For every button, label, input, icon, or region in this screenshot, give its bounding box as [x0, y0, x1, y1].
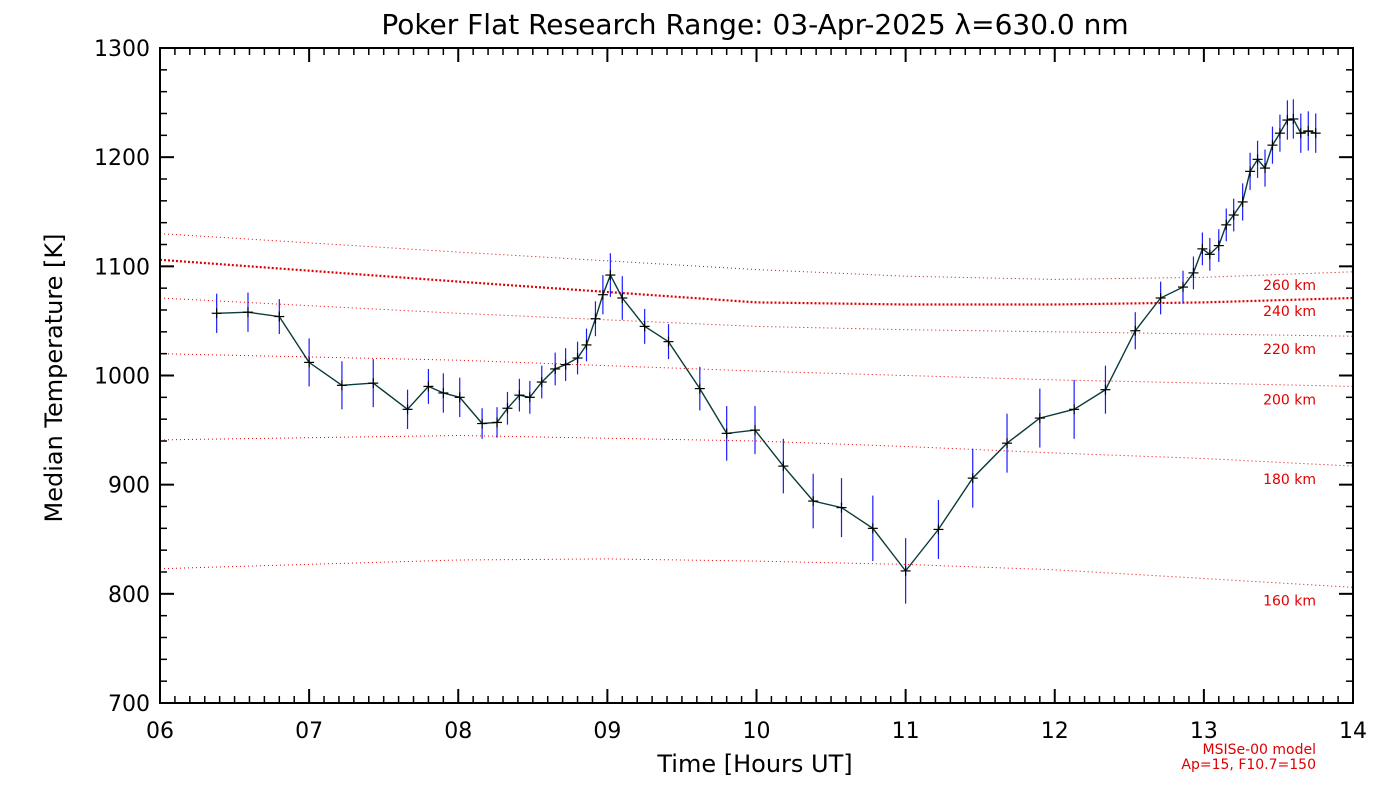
- model-curve-160-km: [159, 558, 1354, 588]
- data-point: [572, 353, 583, 364]
- data-point: [1100, 384, 1111, 395]
- data-point: [1282, 115, 1293, 126]
- data-point: [211, 308, 222, 319]
- data-point: [1069, 404, 1080, 415]
- data-point: [1295, 128, 1306, 139]
- data-point: [1221, 219, 1232, 230]
- data-point: [605, 270, 616, 281]
- model-note-line-2: Ap=15, F10.7=150: [1181, 757, 1316, 773]
- data-point: [242, 307, 253, 318]
- data-point: [524, 392, 535, 403]
- model-label-220-km: 220 km: [1263, 342, 1316, 358]
- data-line: [216, 118, 1316, 573]
- data-point: [967, 473, 978, 484]
- data-point: [274, 311, 285, 322]
- data-point: [1260, 163, 1271, 174]
- data-point: [550, 363, 561, 374]
- data-point: [900, 565, 911, 576]
- data-point: [438, 387, 449, 398]
- data-point: [477, 418, 488, 429]
- data-point: [597, 289, 608, 300]
- data-point: [663, 336, 674, 347]
- data-point: [867, 523, 878, 534]
- data-point: [536, 377, 547, 388]
- model-label-200-km: 200 km: [1263, 392, 1316, 408]
- y-tick-label: 1300: [94, 37, 150, 62]
- data-point: [750, 425, 761, 436]
- model-label-260-km: 260 km: [1263, 278, 1316, 294]
- data-point: [514, 390, 525, 401]
- data-point: [1213, 240, 1224, 251]
- data-point: [1288, 113, 1299, 124]
- data-point: [1204, 249, 1215, 260]
- model-label-180-km: 180 km: [1263, 472, 1316, 488]
- data-point: [1197, 243, 1208, 254]
- data-point: [1177, 282, 1188, 293]
- x-tick-label: 10: [743, 719, 771, 744]
- x-tick-label: 07: [295, 719, 323, 744]
- data-point: [1303, 125, 1314, 136]
- data-point: [694, 383, 705, 394]
- chart-title: Poker Flat Research Range: 03-Apr-2025 λ…: [381, 8, 1128, 41]
- data-point: [1237, 196, 1248, 207]
- x-tick-label: 12: [1041, 719, 1069, 744]
- data-point: [560, 359, 571, 370]
- x-tick-label: 08: [444, 719, 472, 744]
- data-point: [368, 378, 379, 389]
- data-point: [1002, 438, 1013, 449]
- data-point: [778, 461, 789, 472]
- y-axis-label: Median Temperature [K]: [40, 233, 68, 522]
- model-curve-260-km: [159, 233, 1354, 280]
- x-tick-label: 09: [593, 719, 621, 744]
- model-curve-220-km: [159, 297, 1354, 337]
- data-point: [502, 403, 513, 414]
- data-point: [402, 404, 413, 415]
- data-point: [590, 313, 601, 324]
- data-point: [304, 357, 315, 368]
- data-point: [933, 524, 944, 535]
- model-curve-180-km: [159, 434, 1354, 467]
- data-point: [836, 502, 847, 513]
- model-note-line-1: MSISe-00 model: [1202, 742, 1316, 758]
- data-point: [1252, 154, 1263, 165]
- model-curve-240-km: [159, 258, 1354, 306]
- y-tick-label: 700: [108, 692, 150, 717]
- data-point: [423, 381, 434, 392]
- data-point: [1274, 128, 1285, 139]
- x-tick-label: 11: [892, 719, 920, 744]
- data-point: [1245, 166, 1256, 177]
- data-point: [808, 496, 819, 507]
- y-tick-label: 1000: [94, 365, 150, 390]
- x-tick-label: 06: [146, 719, 174, 744]
- data-point: [1188, 267, 1199, 278]
- model-curves-layer: 260 km 240 km 220 km 200 km 180 km 160 km: [159, 233, 1354, 609]
- data-series-layer: [211, 99, 1321, 604]
- data-point: [1310, 128, 1321, 139]
- data-point: [1034, 413, 1045, 424]
- y-tick-label: 900: [108, 474, 150, 499]
- y-tick-label: 1100: [94, 255, 150, 280]
- axes-layer: 06 07 08 09 10 11 12 13 14 700 800 900 1000 1100 1200 1…: [94, 37, 1367, 744]
- data-point: [336, 380, 347, 391]
- y-tick-label: 800: [108, 583, 150, 608]
- model-curve-200-km: [159, 353, 1354, 387]
- y-tick-label: 1200: [94, 146, 150, 171]
- x-axis-label: Time [Hours UT]: [656, 750, 852, 778]
- model-label-160-km: 160 km: [1263, 593, 1316, 609]
- data-point: [1130, 325, 1141, 336]
- data-point: [721, 428, 732, 439]
- plot-frame: [159, 47, 1354, 704]
- data-point: [492, 417, 503, 428]
- x-tick-label: 13: [1190, 719, 1218, 744]
- model-label-240-km: 240 km: [1263, 304, 1316, 320]
- data-point: [1267, 140, 1278, 151]
- data-point: [454, 392, 465, 403]
- data-point: [581, 339, 592, 350]
- data-point: [639, 321, 650, 332]
- data-point: [1228, 210, 1239, 221]
- data-point: [617, 292, 628, 303]
- x-tick-label: 14: [1339, 719, 1367, 744]
- data-point: [1155, 292, 1166, 303]
